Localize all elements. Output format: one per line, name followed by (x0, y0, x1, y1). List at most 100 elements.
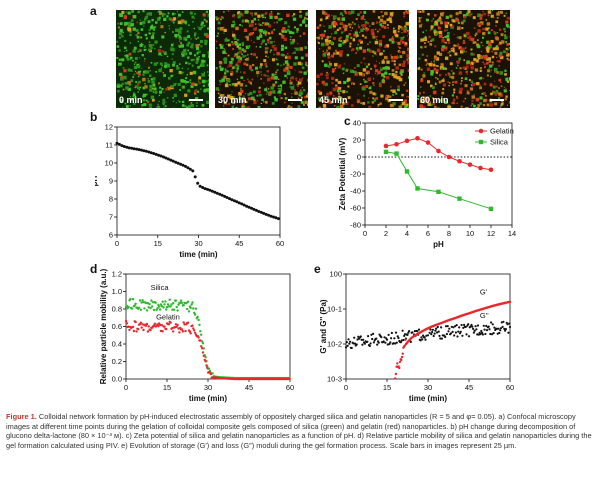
y-tick-label: 10-1 (327, 305, 342, 314)
loss-modulus-point (394, 331, 398, 334)
loss-modulus-point (465, 333, 468, 336)
loss-modulus-point (424, 338, 427, 341)
mobility-point-gelatin (193, 329, 196, 332)
loss-modulus-point (421, 338, 424, 341)
moduli-chart: 0 15 30 45 60 10-3 10-2 10-1 100 time (min) G' and… (319, 270, 514, 404)
loss-modulus-point (481, 333, 484, 336)
loss-modulus-point (428, 331, 431, 334)
mobility-point-gelatin (178, 331, 181, 334)
mobility-point-silica (171, 308, 174, 311)
storage-modulus-point (394, 377, 397, 380)
y-tick-label: 7 (109, 213, 113, 222)
x-tick-label: 4 (405, 229, 409, 238)
loss-modulus-point (507, 331, 510, 334)
y-axis-label: Zeta Potential (mV) (338, 137, 347, 210)
mobility-point-gelatin (135, 330, 138, 333)
loss-modulus-point (488, 328, 491, 331)
loss-modulus-point (403, 333, 407, 336)
mobility-point-gelatin (189, 332, 192, 335)
gelatin-point (394, 141, 399, 147)
loss-modulus-point (490, 321, 493, 324)
loss-modulus-point (456, 335, 459, 338)
ph-data-point (186, 166, 190, 170)
mobility-point-gelatin (202, 354, 205, 357)
y-tick-label: 1.2 (112, 270, 122, 279)
loss-modulus-point (344, 346, 348, 349)
loss-modulus-point (430, 333, 433, 336)
legend-marker (478, 128, 484, 134)
mobility-point-gelatin (142, 328, 145, 332)
micrograph-texture (116, 10, 209, 108)
loss-modulus-point (432, 334, 435, 338)
loss-modulus-point (472, 327, 475, 330)
loss-modulus-point (495, 327, 498, 330)
loss-modulus-point (429, 328, 432, 331)
ph-data-point (125, 145, 129, 149)
ph-data-point (117, 142, 121, 146)
loss-modulus-point (380, 336, 383, 339)
loss-modulus-point (457, 330, 460, 333)
ph-data-point (252, 207, 256, 211)
y-tick-label: 40 (353, 119, 361, 128)
silica-point (415, 186, 420, 191)
mobility-point-gelatin (161, 330, 164, 333)
scale-bar (189, 99, 203, 101)
loss-modulus-point (348, 342, 351, 345)
loss-modulus-point (473, 329, 476, 332)
mobility-point-gelatin (191, 324, 194, 327)
x-tick-label: 10 (466, 229, 474, 238)
mobility-point-silica (138, 299, 142, 302)
loss-modulus-point (440, 337, 443, 340)
loss-modulus-point (402, 338, 405, 342)
storage-modulus-point (398, 360, 402, 364)
loss-modulus-point (431, 328, 434, 331)
mobility-point-gelatin (145, 322, 149, 326)
ph-data-point (196, 181, 200, 185)
y-tick-label: 0.8 (112, 305, 122, 314)
loss-modulus-point (499, 327, 503, 330)
ph-data-point (188, 167, 192, 171)
ph-data-point (215, 191, 219, 195)
loss-modulus-point (440, 326, 443, 329)
silica-annotation: Silica (151, 283, 170, 292)
x-tick-label: 60 (506, 383, 514, 392)
x-tick-label: 45 (245, 383, 253, 392)
mobility-point-silica (137, 306, 141, 309)
x-tick-label: 6 (426, 229, 430, 238)
loss-modulus-point (382, 340, 385, 343)
mobility-point-gelatin (201, 351, 205, 354)
loss-modulus-point (409, 340, 412, 343)
zeta-potential-chart: 0 2 4 6 8 10 12 14 -80 -60 -40 -20 0 20 40 pH Zeta Poten… (338, 119, 516, 250)
mobility-point-silica (139, 308, 143, 311)
mobility-point-gelatin (125, 322, 129, 325)
mobility-point-gelatin (205, 364, 208, 367)
ph-data-point (157, 153, 161, 157)
y-tick-label: 9 (109, 177, 113, 186)
loss-modulus-point (492, 332, 495, 335)
y-tick-label: 12 (105, 123, 113, 132)
caption-label: Figure 1. (6, 412, 37, 421)
mobility-point-silica (198, 323, 201, 327)
gelatin-point (488, 167, 494, 173)
loss-modulus-point (444, 335, 447, 339)
mobility-point-silica (163, 303, 166, 306)
mobility-point-silica (150, 299, 153, 302)
loss-modulus-point (376, 343, 379, 346)
loss-modulus-point (479, 333, 482, 336)
mobility-point-silica (187, 310, 191, 313)
mobility-point-silica (172, 302, 175, 305)
x-tick-label: 30 (204, 383, 212, 392)
panel-label-d: d (90, 262, 98, 276)
x-tick-label: 60 (276, 239, 284, 248)
loss-modulus-point (508, 322, 511, 325)
mobility-point-gelatin (181, 330, 185, 333)
ph-data-point (267, 213, 271, 217)
loss-modulus-point (431, 330, 434, 334)
silica-point (488, 206, 494, 212)
loss-modulus-point (474, 325, 477, 328)
mobility-point-gelatin (157, 325, 160, 328)
micrograph-texture (215, 10, 308, 108)
loss-modulus-point (506, 323, 509, 326)
series-line-silica (385, 151, 492, 210)
mobility-point-gelatin (206, 366, 209, 370)
